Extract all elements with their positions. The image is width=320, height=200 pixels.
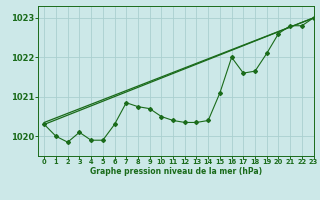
X-axis label: Graphe pression niveau de la mer (hPa): Graphe pression niveau de la mer (hPa) (90, 167, 262, 176)
